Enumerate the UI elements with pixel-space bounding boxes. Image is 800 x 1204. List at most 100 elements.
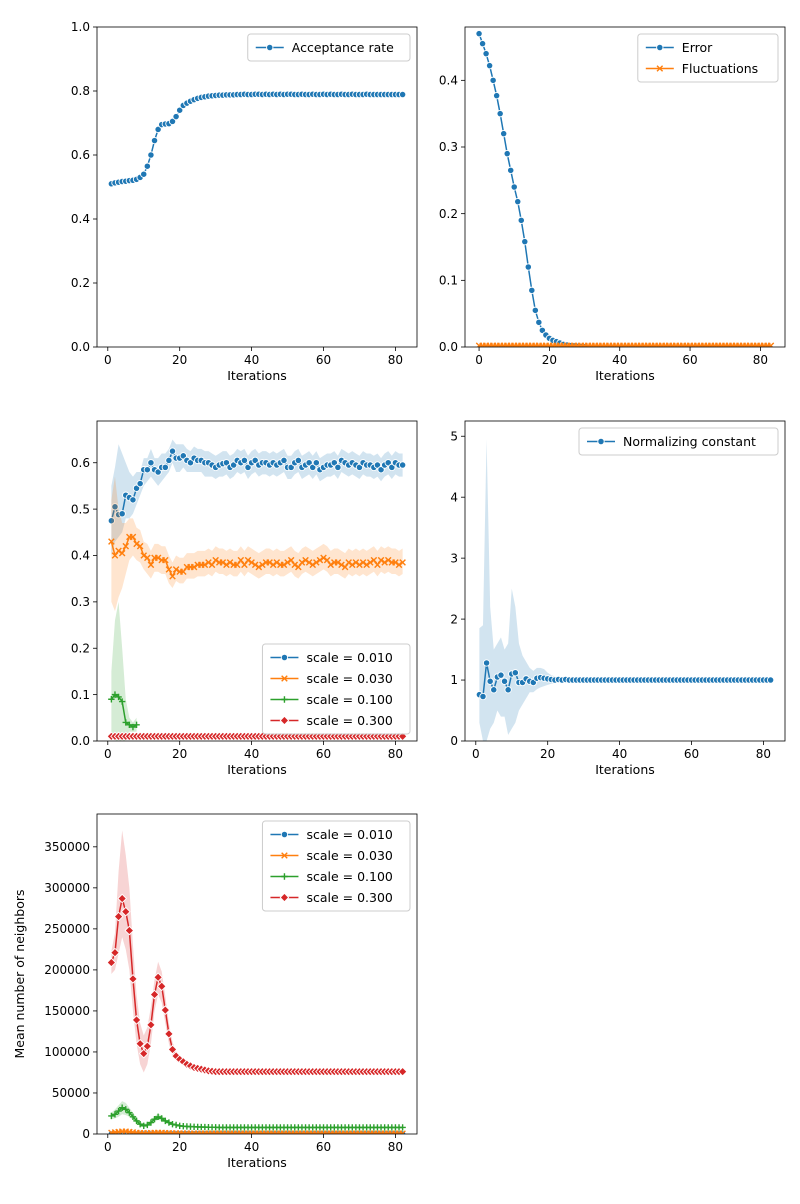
data-point [149, 989, 160, 1000]
x-tick-label: 80 [388, 353, 403, 367]
x-tick-label: 80 [388, 747, 403, 761]
data-point [129, 496, 137, 504]
x-tick-label: 40 [244, 747, 259, 761]
axes-frame [96, 813, 418, 1135]
legend-label: scale = 0.030 [306, 671, 392, 686]
data-point [248, 559, 255, 566]
axes-frame [96, 26, 418, 348]
legend-marker [281, 696, 288, 703]
x-tick-label: 40 [244, 353, 259, 367]
data-point [169, 573, 176, 580]
legend: scale = 0.010 scale = 0.030 scale = 0.100 s… [261, 643, 411, 735]
data-point [107, 517, 116, 525]
legend-label: scale = 0.100 [306, 869, 392, 884]
legend-box [247, 33, 411, 62]
x-tick-label: 0 [472, 747, 480, 761]
data-point [511, 669, 519, 677]
y-tick-label: 0.3 [439, 140, 458, 154]
y-tick-label: 200000 [44, 963, 90, 977]
data-point [113, 911, 124, 922]
series-scale-0-030 [108, 1128, 406, 1134]
data-point [133, 721, 140, 728]
data-point [115, 547, 122, 555]
data-point [399, 1124, 406, 1131]
data-point [255, 563, 263, 571]
data-point [356, 561, 363, 569]
series-error [475, 30, 589, 347]
y-tick-label: 4 [450, 490, 458, 504]
legend-box [261, 643, 411, 735]
data-point [392, 559, 399, 566]
data-point [370, 556, 378, 564]
data-point [154, 125, 162, 134]
data-point [482, 659, 491, 667]
y-tick-label: 0.5 [71, 502, 90, 516]
data-point [118, 1104, 126, 1111]
axes-frame [464, 420, 786, 742]
data-point [500, 677, 509, 685]
series-scale-0-030 [108, 476, 406, 612]
legend-label: scale = 0.300 [306, 890, 392, 905]
y-tick-label: 50000 [52, 1086, 90, 1100]
data-point [172, 112, 180, 121]
data-point [280, 561, 288, 569]
data-point [147, 151, 155, 159]
legend-marker [279, 892, 290, 903]
y-axis-label: Mean number of neighbors [12, 890, 27, 1059]
x-tick-label: 80 [753, 353, 768, 367]
data-point [143, 162, 151, 170]
x-tick-label: 80 [388, 1140, 403, 1154]
axes-frame [96, 420, 418, 742]
data-point [146, 1020, 156, 1030]
y-tick-label: 0.1 [71, 688, 90, 702]
y-tick-label: 100000 [44, 1045, 90, 1059]
data-point [478, 40, 487, 48]
data-point [496, 110, 504, 118]
x-axis-label: Iterations [227, 762, 287, 777]
data-point [147, 561, 155, 569]
data-point [154, 1113, 162, 1120]
y-tick-label: 0.2 [439, 207, 458, 221]
legend-label: scale = 0.100 [306, 692, 392, 707]
data-point [136, 479, 144, 488]
data-point [165, 566, 173, 573]
legend-marker [281, 675, 288, 682]
data-point [110, 947, 120, 958]
confidence-band [111, 601, 137, 741]
y-tick-label: 1 [450, 673, 458, 687]
data-point [514, 198, 522, 206]
data-point [129, 533, 137, 541]
legend-item-scale-0-100: scale = 0.100 [270, 869, 393, 884]
data-point [223, 561, 230, 569]
data-point [507, 166, 515, 174]
x-tick-label: 20 [172, 1140, 187, 1154]
legend-marker [656, 43, 664, 52]
legend-marker [280, 653, 289, 662]
subplot-normalizing-constant: 0 20 40 60 80 0 1 2 3 4 5 Iterations Normalizing con… [450, 420, 786, 777]
series-acceptance-rate [107, 90, 407, 188]
data-point [320, 554, 327, 562]
data-point [140, 170, 148, 178]
x-tick-label: 60 [316, 1140, 331, 1154]
data-point [398, 90, 407, 99]
data-point [122, 1106, 129, 1113]
legend-label: scale = 0.300 [306, 713, 392, 728]
y-tick-label: 0.2 [71, 276, 90, 290]
data-point [128, 974, 138, 984]
series-fluctuations [475, 342, 775, 347]
x-tick-label: 0 [104, 1140, 112, 1154]
series-line [111, 1130, 403, 1134]
axes-frame [464, 26, 786, 348]
data-point [219, 559, 227, 566]
data-point [160, 1005, 171, 1015]
data-point [489, 76, 497, 84]
series-scale-0-300 [106, 830, 408, 1077]
legend-marker [279, 715, 290, 726]
plot-area [107, 90, 407, 188]
data-point [167, 1044, 178, 1055]
data-point [305, 559, 313, 566]
series-normalizing-constant [475, 439, 775, 741]
data-point [348, 561, 356, 569]
data-point [244, 556, 252, 564]
